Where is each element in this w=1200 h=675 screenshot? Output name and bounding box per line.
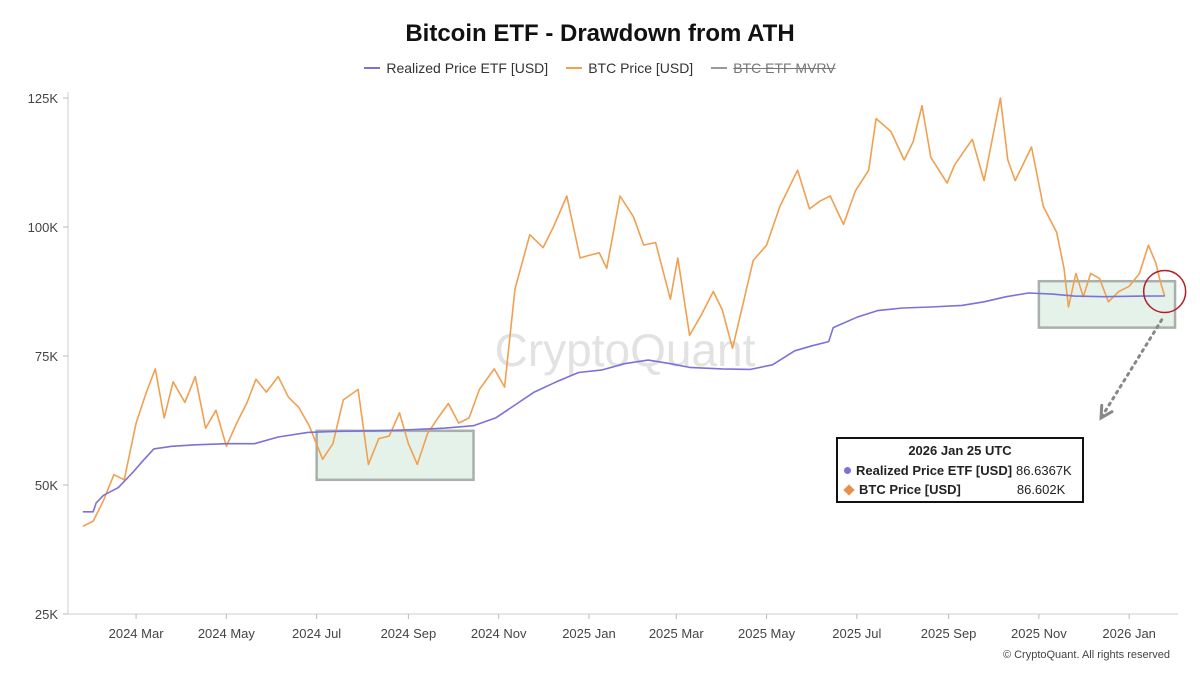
x-tick-label: 2025 Sep — [921, 626, 977, 641]
tooltip: 2026 Jan 25 UTC Realized Price ETF [USD]… — [836, 437, 1084, 503]
legend-label-mvrv: BTC ETF MVRV — [733, 60, 836, 76]
highlight-circle — [1142, 269, 1187, 314]
copyright-notice: © CryptoQuant. All rights reserved — [1002, 649, 1170, 661]
y-tick-label: 75K — [35, 349, 58, 364]
x-tick-label: 2024 May — [198, 626, 256, 641]
tooltip-row-btc: BTC Price [USD] 86.602K — [838, 480, 1082, 499]
arrow-head-icon — [1099, 403, 1114, 421]
y-tick-label: 100K — [28, 220, 59, 235]
legend-item-btc-price[interactable]: BTC Price [USD] — [566, 60, 693, 76]
btc-diamond-icon — [843, 483, 855, 496]
x-tick-label: 2025 Nov — [1011, 626, 1067, 641]
x-tick-label: 2024 Mar — [109, 626, 165, 641]
legend-label-btc: BTC Price [USD] — [588, 60, 694, 76]
realized-price-line — [82, 292, 1165, 513]
tooltip-date: 2026 Jan 25 UTC — [908, 443, 1012, 458]
tooltip-btc-value: 86.602K — [1016, 482, 1066, 497]
btc-price-line — [82, 97, 1166, 528]
y-tick-label: 25K — [35, 607, 58, 622]
tooltip-realized-name: Realized Price ETF [USD] — [856, 463, 1013, 478]
tooltip-row-realized: Realized Price ETF [USD] 86.6367K — [838, 461, 1082, 480]
x-tick-label: 2024 Jul — [292, 626, 341, 641]
x-tick-label: 2026 Jan — [1102, 626, 1156, 641]
highlight-box-1 — [315, 429, 475, 482]
highlight-box-2 — [1037, 279, 1177, 329]
tooltip-realized-value: 86.6367K — [1016, 463, 1072, 478]
dotted-arrow-line — [1099, 318, 1164, 420]
x-tick-label: 2025 May — [738, 626, 796, 641]
legend-swatch-realized — [364, 67, 381, 69]
tooltip-btc-name: BTC Price [USD] — [859, 482, 961, 497]
legend-item-mvrv[interactable]: BTC ETF MVRV — [711, 60, 836, 76]
y-tick-label: 50K — [35, 478, 58, 493]
x-tick-label: 2025 Jul — [832, 626, 881, 641]
realized-dot-icon — [844, 467, 851, 474]
legend-swatch-mvrv — [711, 67, 728, 69]
legend: Realized Price ETF [USD] BTC Price [USD]… — [0, 60, 1200, 76]
x-tick-label: 2024 Sep — [381, 626, 437, 641]
legend-swatch-btc — [566, 67, 583, 69]
watermark: CryptoQuant — [495, 324, 756, 376]
legend-label-realized: Realized Price ETF [USD] — [386, 60, 549, 76]
legend-item-realized-price[interactable]: Realized Price ETF [USD] — [364, 60, 548, 76]
x-tick-label: 2025 Mar — [649, 626, 705, 641]
x-tick-label: 2025 Jan — [562, 626, 616, 641]
x-tick-label: 2024 Nov — [471, 626, 527, 641]
y-tick-label: 125K — [28, 91, 59, 106]
chart-title: Bitcoin ETF - Drawdown from ATH — [405, 20, 795, 47]
